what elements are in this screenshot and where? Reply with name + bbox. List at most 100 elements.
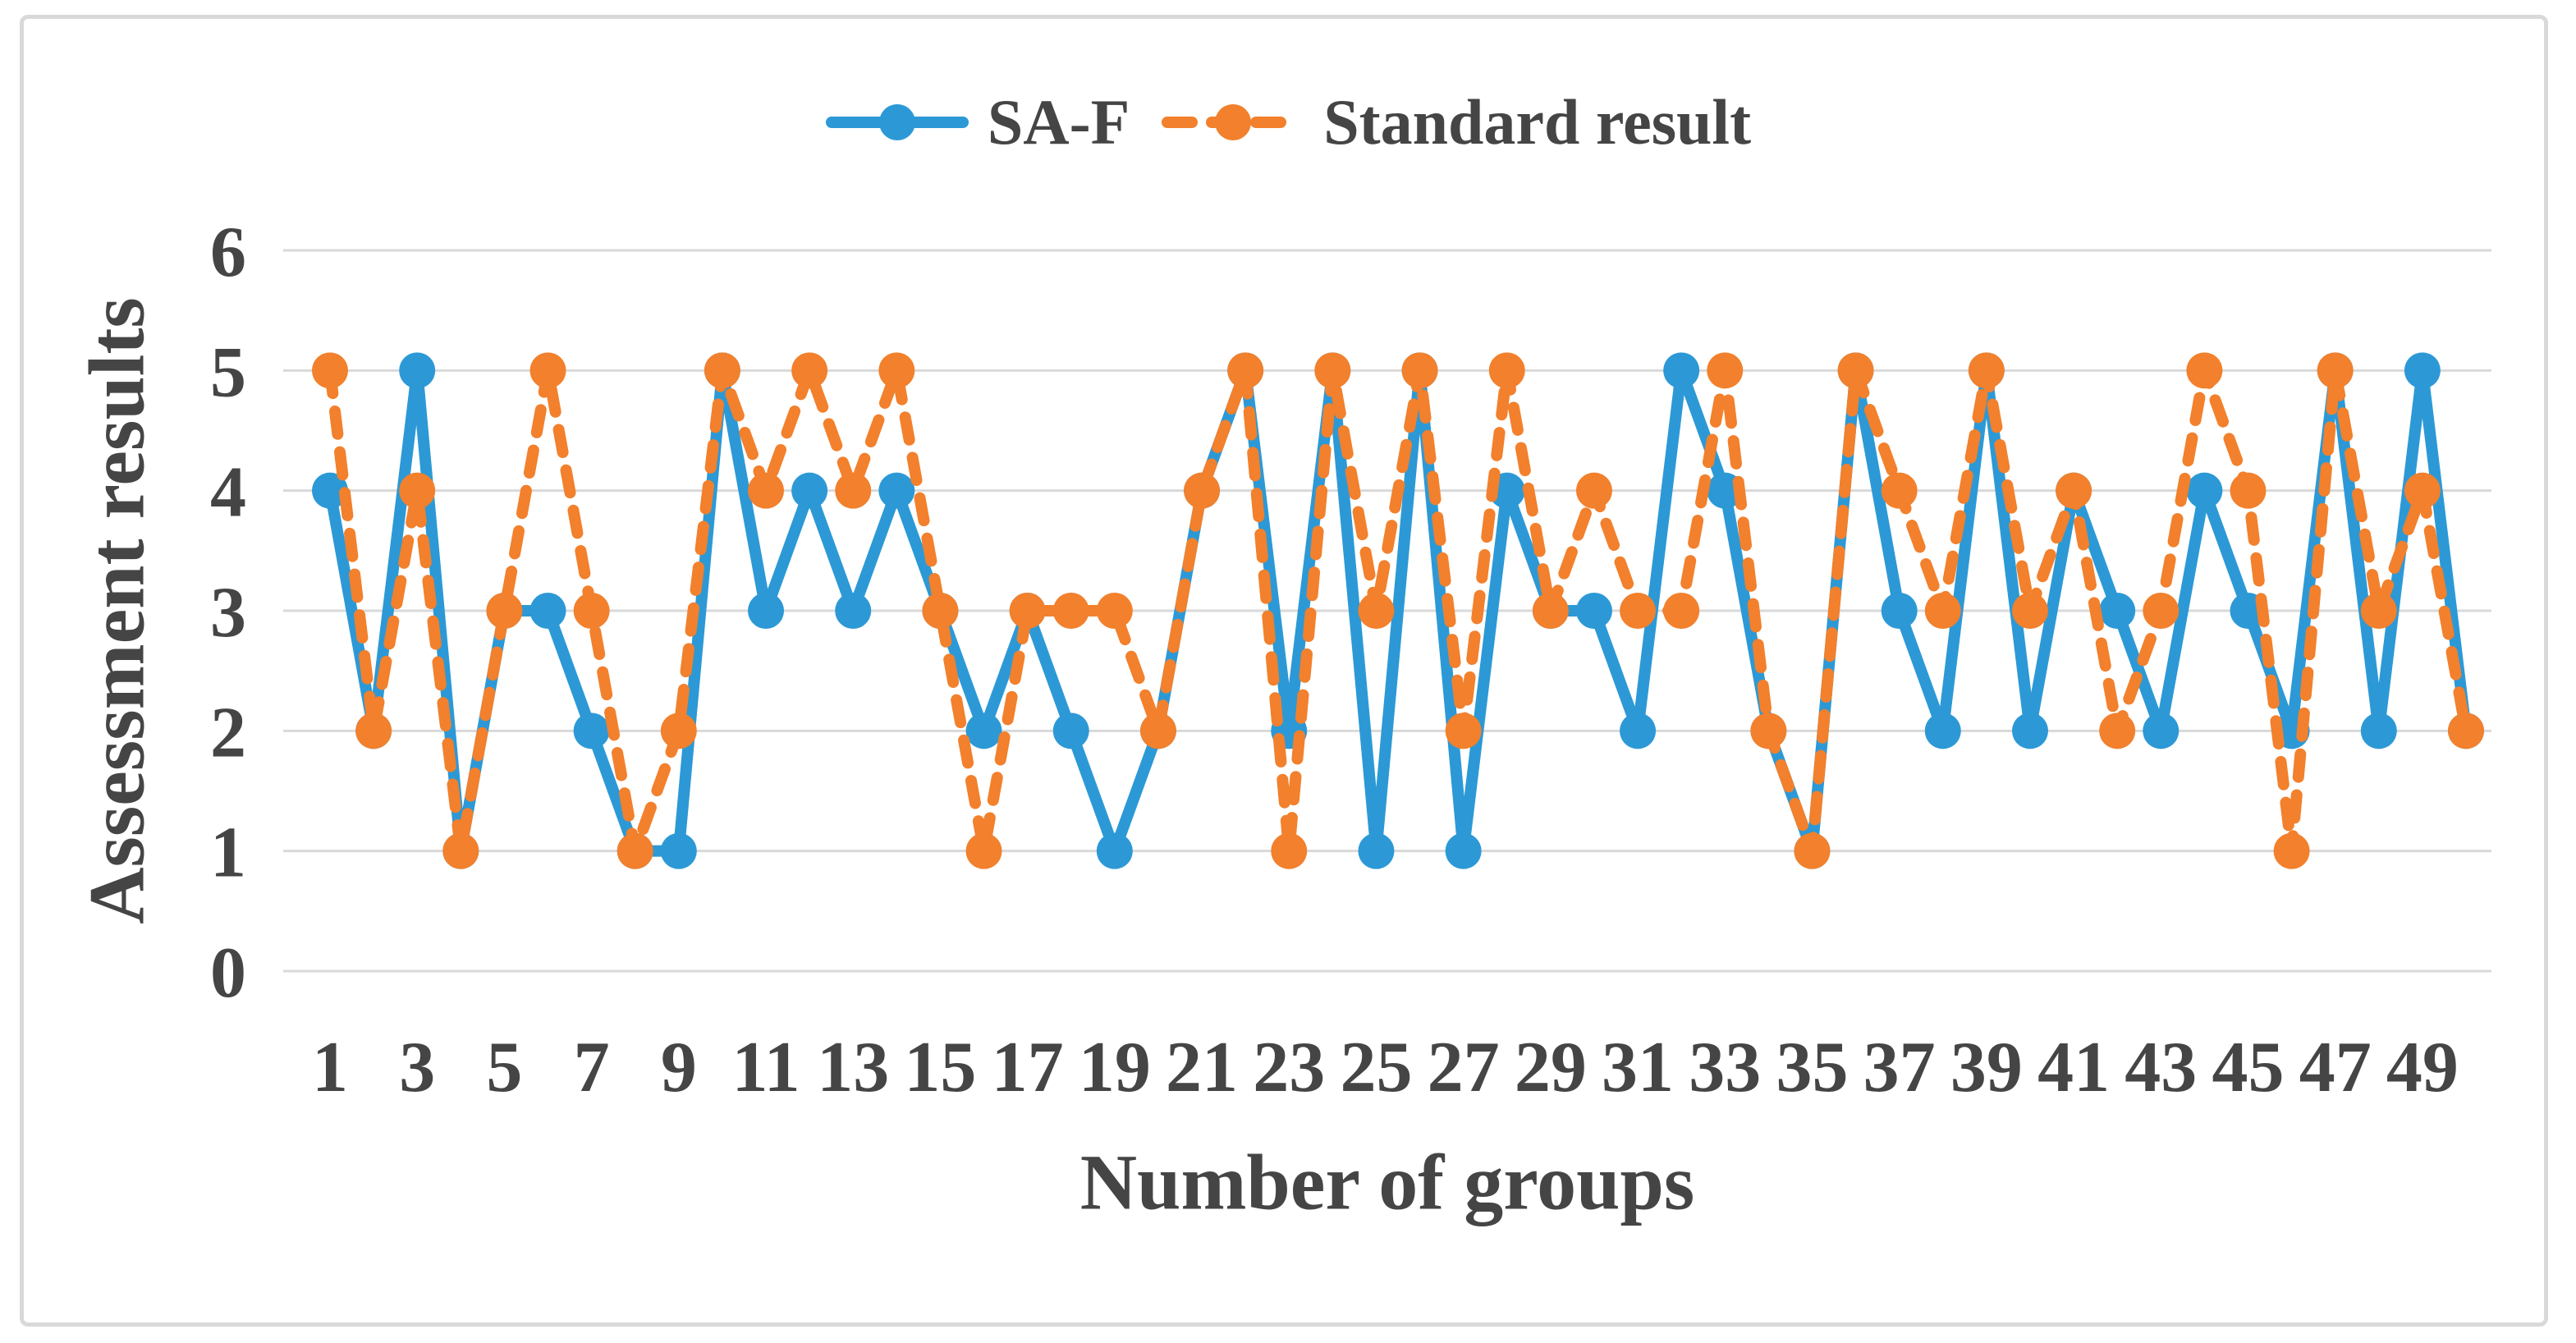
standard-result-data-point — [442, 832, 479, 869]
sa-f-data-point — [2404, 352, 2441, 389]
y-tick-labels: 0 1 2 3 4 5 6 — [210, 213, 246, 1013]
standard-result-data-point — [1620, 593, 1657, 629]
standard-result-data-point — [2143, 593, 2180, 629]
standard-result-data-point — [1401, 352, 1438, 389]
x-tick-label: 9 — [661, 1028, 697, 1107]
sa-f-data-point — [835, 593, 872, 629]
x-tick-labels: 1 3 5 7 9 11 13 15 17 19 21 23 25 27 29 31 33 35 37 39 41 43 4… — [312, 1028, 2459, 1107]
standard-result-data-point — [1881, 472, 1918, 509]
sa-f-data-point — [2143, 713, 2180, 749]
x-tick-label: 5 — [486, 1028, 522, 1107]
standard-result-data-point — [1968, 352, 2005, 389]
sa-f-data-point — [399, 352, 436, 389]
sa-f-data-point — [1445, 832, 1482, 869]
standard-result-data-point — [835, 472, 872, 509]
y-axis-title: Assessment results — [72, 297, 161, 924]
standard-result-data-point — [1837, 352, 1874, 389]
sa-f-data-point — [1924, 713, 1961, 749]
legend-item-standard-result: Standard result — [1161, 90, 1751, 154]
sa-f-data-point — [2099, 593, 2136, 629]
standard-result-data-point — [1227, 352, 1264, 389]
standard-result-data-point — [2011, 593, 2048, 629]
sa-f-data-point — [1881, 593, 1918, 629]
standard-result-data-point — [2186, 352, 2223, 389]
y-tick-label: 1 — [210, 814, 246, 893]
legend-label-sa-f: SA-F — [987, 86, 1130, 158]
standard-result-data-point — [2056, 472, 2092, 509]
sa-f-data-point — [1358, 832, 1395, 869]
x-tick-label: 15 — [904, 1028, 976, 1107]
standard-result-data-point — [1184, 472, 1221, 509]
standard-result-data-point — [965, 832, 1002, 869]
sa-f-data-point — [529, 593, 566, 629]
x-tick-label: 35 — [1776, 1028, 1848, 1107]
sa-f-marker-icon — [878, 104, 915, 140]
standard-result-data-point — [1924, 593, 1961, 629]
standard-result-data-point — [355, 713, 392, 749]
standard-result-data-point — [1488, 352, 1525, 389]
x-tick-label: 3 — [399, 1028, 435, 1107]
sa-f-data-point — [573, 713, 610, 749]
sa-f-data-point — [1663, 352, 1700, 389]
x-tick-label: 29 — [1515, 1028, 1587, 1107]
standard-result-data-point — [2273, 832, 2310, 869]
standard-result-data-point — [486, 593, 523, 629]
standard-result-data-point — [2317, 352, 2354, 389]
standard-result-data-point — [312, 352, 348, 389]
standard-result-data-point — [1445, 713, 1482, 749]
x-tick-label: 19 — [1079, 1028, 1151, 1107]
standard-result-data-point — [1139, 713, 1176, 749]
sa-f-data-point — [878, 472, 915, 509]
x-tick-label: 25 — [1340, 1028, 1412, 1107]
standard-result-data-point — [878, 352, 915, 389]
legend: SA-F Standard result — [0, 90, 2576, 154]
x-tick-label: 1 — [312, 1028, 348, 1107]
standard-result-data-point — [529, 352, 566, 389]
sa-f-data-point — [1620, 713, 1657, 749]
sa-f-data-point — [1096, 832, 1133, 869]
standard-result-data-point — [1663, 593, 1700, 629]
x-tick-label: 37 — [1863, 1028, 1936, 1107]
sa-f-data-point — [965, 713, 1002, 749]
y-tick-label: 5 — [210, 332, 246, 412]
standard-result-data-point — [1794, 832, 1831, 869]
x-tick-label: 47 — [2299, 1028, 2372, 1107]
standard-result-data-point — [1271, 832, 1308, 869]
sa-f-data-point — [660, 832, 697, 869]
standard-result-data-point — [2099, 713, 2136, 749]
x-tick-label: 33 — [1689, 1028, 1761, 1107]
x-tick-label: 17 — [992, 1028, 1064, 1107]
standard-result-data-point — [1358, 593, 1395, 629]
standard-result-data-point — [1096, 593, 1133, 629]
x-tick-label: 45 — [2212, 1028, 2284, 1107]
standard-result-data-point — [2360, 593, 2397, 629]
legend-label-standard-result: Standard result — [1323, 86, 1752, 158]
x-tick-label: 27 — [1428, 1028, 1500, 1107]
x-tick-label: 39 — [1950, 1028, 2023, 1107]
sa-f-data-point — [312, 472, 348, 509]
standard-result-data-point — [1575, 472, 1612, 509]
standard-result-data-point — [1314, 352, 1351, 389]
sa-f-data-point — [748, 593, 785, 629]
standard-result-marker-icon — [1215, 104, 1252, 140]
standard-result-data-point — [2404, 472, 2441, 509]
x-tick-label: 11 — [731, 1028, 800, 1107]
sa-f-data-point — [1575, 593, 1612, 629]
standard-result-data-point — [791, 352, 828, 389]
x-axis-title: Number of groups — [1079, 1138, 1695, 1226]
standard-result-markers — [312, 352, 2484, 869]
y-tick-label: 0 — [210, 933, 246, 1013]
sa-f-data-point — [2360, 713, 2397, 749]
sa-f-data-point — [1052, 713, 1089, 749]
standard-result-data-point — [2448, 713, 2484, 749]
x-tick-label: 21 — [1166, 1028, 1238, 1107]
legend-item-sa-f: SA-F — [825, 90, 1130, 154]
standard-result-data-point — [704, 352, 740, 389]
standard-result-data-point — [616, 832, 653, 869]
standard-result-series-line — [324, 364, 2472, 857]
x-tick-label: 7 — [574, 1028, 610, 1107]
x-tick-label: 41 — [2037, 1028, 2110, 1107]
y-tick-label: 3 — [210, 573, 246, 653]
standard-result-data-point — [660, 713, 697, 749]
